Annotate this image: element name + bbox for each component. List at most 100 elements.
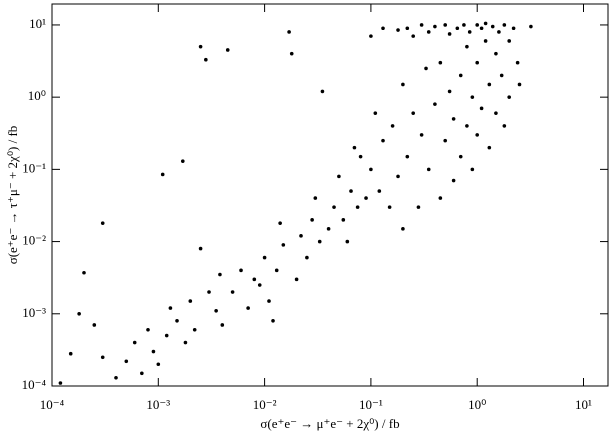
point [381,26,385,31]
point [465,124,469,128]
point [487,145,492,150]
point [475,60,480,65]
point [479,26,484,31]
point [470,95,475,99]
x-tick-label: 10⁻¹ [359,397,383,412]
point [151,349,156,354]
point [401,82,405,87]
point [68,351,73,356]
point [507,95,512,99]
point [487,82,492,87]
point [114,375,118,380]
point [458,73,463,78]
point [220,323,225,327]
point [257,283,262,287]
point [494,111,498,115]
point [299,234,303,238]
y-tick-label: 10⁻⁴ [22,377,47,392]
point [252,277,257,282]
point [140,371,144,376]
point [475,23,480,27]
point [387,205,392,209]
point [396,174,400,179]
point [426,30,431,34]
point [214,308,218,313]
y-axis-label: σ(e⁺e⁻ → τ⁺μ⁻ + 2χ⁰) / fb [5,126,20,265]
point [401,227,405,231]
point [499,73,504,78]
x-tick-label: 10⁻⁴ [40,397,65,412]
point [373,111,378,115]
point [377,189,382,193]
point [517,82,522,87]
point [419,23,424,27]
point [426,167,431,172]
point [313,196,318,200]
point [332,205,336,209]
point [124,359,129,364]
point [326,227,331,231]
point [507,39,512,43]
point [207,290,211,294]
point [183,340,188,345]
point [168,306,173,310]
point [92,323,97,327]
point [465,44,469,49]
x-tick-label: 10⁻² [253,397,277,412]
x-tick-label: 10¹ [575,397,592,412]
point [271,318,275,323]
point [511,26,516,31]
point [396,28,400,32]
y-tick-label: 10⁻² [22,233,46,248]
point [447,32,452,36]
point [192,328,197,332]
point [281,243,286,247]
point [146,328,150,332]
point [369,167,373,172]
point [475,133,480,137]
y-tick-label: 10⁰ [28,88,46,103]
y-tick-label: 10¹ [29,16,46,31]
point [156,362,161,367]
point [100,221,105,225]
point [358,154,363,159]
point [451,178,456,183]
point [320,89,325,94]
point [160,172,165,177]
point [188,299,193,303]
y-tick-label: 10⁻¹ [22,160,46,175]
point [355,205,360,209]
point [180,159,185,163]
point [483,39,488,43]
point [364,196,368,200]
point [502,23,507,27]
point [470,167,475,172]
point [381,138,385,143]
point [82,270,86,275]
point [455,26,460,31]
point [462,23,466,27]
point [467,30,472,34]
point [305,255,309,260]
point [443,138,448,143]
point [230,290,235,294]
point [411,111,416,115]
point [349,189,353,193]
point [529,24,533,29]
point [294,277,299,282]
plot-frame [51,3,609,387]
point [405,154,410,159]
point [100,355,105,360]
point [274,268,279,273]
x-tick-label: 10⁰ [468,397,486,412]
point [438,60,443,65]
point [479,106,484,111]
point [267,299,271,303]
point [218,272,222,277]
point [447,89,452,94]
point [198,246,203,251]
point [438,196,443,200]
point [483,21,488,26]
point [317,239,322,244]
